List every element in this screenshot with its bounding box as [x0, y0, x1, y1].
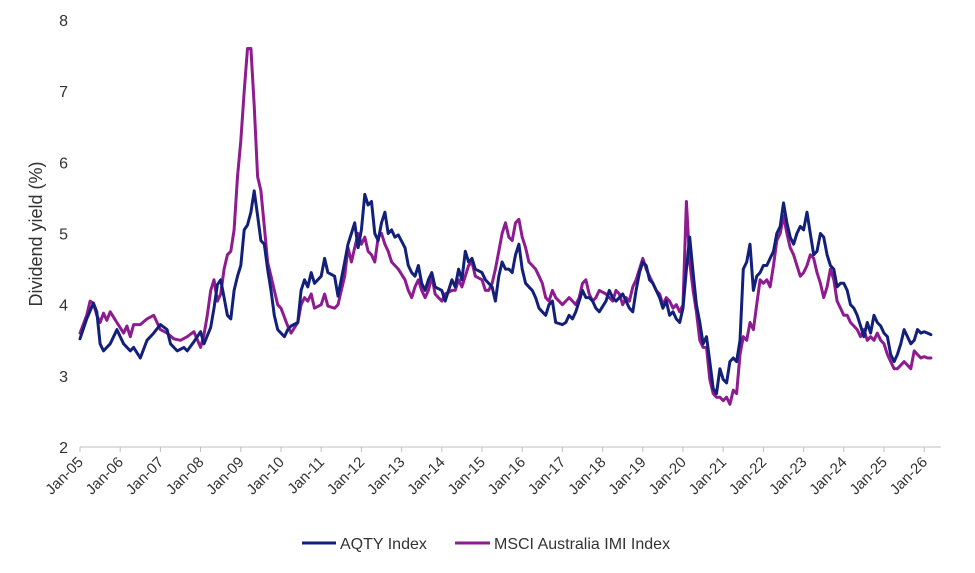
x-tick-label: Jan-20 — [645, 454, 689, 498]
x-tick-label: Jan-09 — [203, 454, 247, 498]
x-tick-label: Jan-22 — [726, 454, 770, 498]
x-axis-ticks — [79, 447, 925, 452]
y-tick-label: 5 — [59, 227, 68, 244]
y-tick-label: 6 — [59, 155, 68, 172]
x-tick-label: Jan-19 — [605, 454, 649, 498]
y-tick-labels: 2 3 4 5 6 7 8 — [59, 13, 68, 457]
y-tick-label: 3 — [59, 369, 68, 386]
series-line-0 — [78, 189, 933, 396]
x-tick-label: Jan-10 — [243, 454, 287, 498]
x-tick-label: Jan-05 — [42, 454, 86, 498]
x-tick-label: Jan-12 — [324, 454, 368, 498]
x-tick-label: Jan-16 — [485, 454, 529, 498]
series-lines — [78, 47, 933, 406]
series-line-1 — [78, 47, 933, 406]
y-tick-label: 8 — [59, 13, 68, 30]
x-tick-label: Jan-15 — [444, 454, 488, 498]
x-tick-label: Jan-24 — [806, 454, 850, 498]
x-tick-label: Jan-13 — [364, 454, 408, 498]
y-axis-title: Dividend yield (%) — [26, 161, 46, 306]
x-tick-label: Jan-26 — [887, 454, 931, 498]
x-tick-label: Jan-18 — [565, 454, 609, 498]
legend-label-1: MSCI Australia IMI Index — [494, 536, 670, 553]
y-tick-label: 7 — [59, 84, 68, 101]
x-tick-label: Jan-14 — [404, 454, 448, 498]
x-tick-label: Jan-21 — [686, 454, 730, 498]
legend: AQTY Index MSCI Australia IMI Index — [302, 536, 670, 553]
y-tick-label: 2 — [59, 440, 68, 457]
x-tick-label: Jan-07 — [123, 454, 167, 498]
x-tick-label: Jan-11 — [284, 454, 328, 498]
x-tick-label: Jan-08 — [163, 454, 207, 498]
x-tick-label: Jan-25 — [846, 454, 890, 498]
x-tick-label: Jan-17 — [525, 454, 569, 498]
legend-label-0: AQTY Index — [340, 536, 427, 553]
x-tick-label: Jan-23 — [766, 454, 810, 498]
y-tick-label: 4 — [59, 298, 68, 315]
x-tick-label: Jan-06 — [83, 454, 127, 498]
x-tick-labels: Jan-05Jan-06Jan-07Jan-08Jan-09Jan-10Jan-… — [42, 454, 931, 498]
